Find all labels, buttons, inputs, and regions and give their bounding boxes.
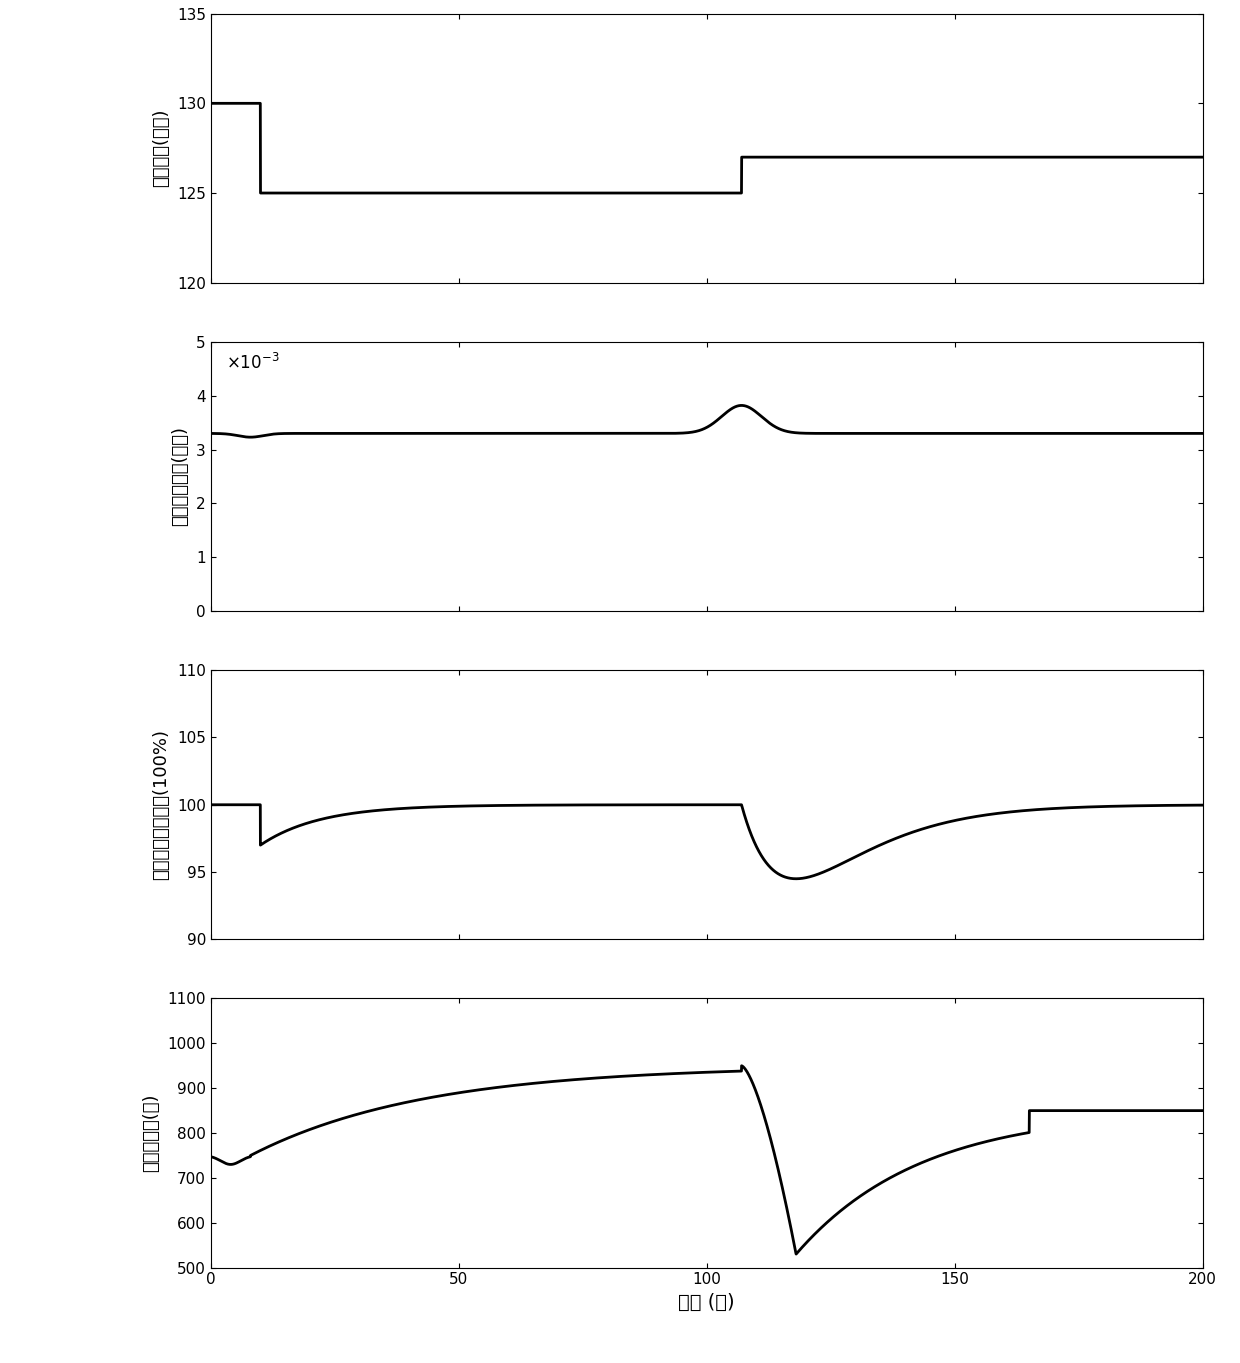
X-axis label: 时间 (秒): 时间 (秒) <box>678 1293 735 1313</box>
Y-axis label: 阴极侧水含量(千克): 阴极侧水含量(千克) <box>171 427 190 526</box>
Y-axis label: 加湿器功率(瓦): 加湿器功率(瓦) <box>143 1093 160 1172</box>
Y-axis label: 阴极出口相对湿度(100%): 阴极出口相对湿度(100%) <box>153 729 170 880</box>
Text: $\times 10^{-3}$: $\times 10^{-3}$ <box>226 353 279 373</box>
Y-axis label: 外部电流(安培): 外部电流(安培) <box>153 109 170 188</box>
